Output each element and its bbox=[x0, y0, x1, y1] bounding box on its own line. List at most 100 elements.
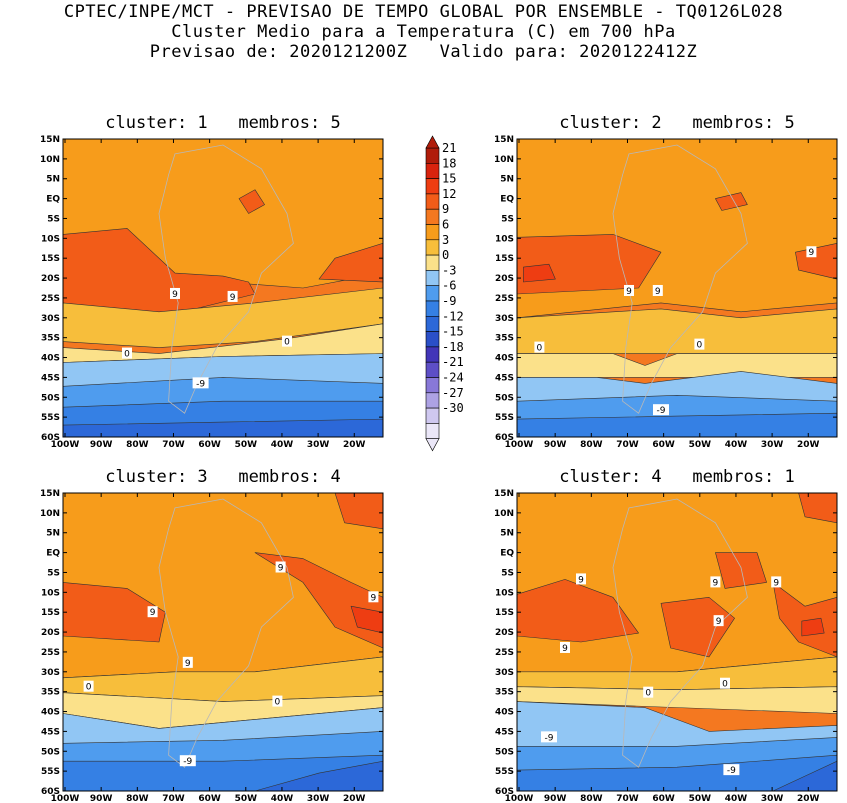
lon-label: 50W bbox=[689, 440, 712, 450]
lon-label: 60W bbox=[652, 794, 675, 803]
field-band bbox=[516, 353, 838, 378]
contour-label: 9 bbox=[626, 287, 632, 297]
panel-2-title: cluster: 2 membros: 5 bbox=[559, 113, 795, 133]
contour-label: 9 bbox=[773, 578, 779, 588]
lon-label: 30W bbox=[307, 440, 330, 450]
contour-label: 0 bbox=[275, 698, 281, 708]
colorbar-segment bbox=[425, 239, 440, 256]
contour-label: 0 bbox=[537, 344, 543, 354]
lat-label: 20S bbox=[41, 628, 60, 638]
map-frame bbox=[62, 492, 384, 792]
map-panel: 15N 10N 5N EQ 5S 10S 15S 20S 25S 30S 35S 40S 45S 50S 5… bbox=[494, 135, 838, 450]
lon-label: 90W bbox=[90, 440, 113, 450]
colorbar-label: -18 bbox=[442, 340, 464, 354]
contour-label-box bbox=[122, 347, 132, 359]
lat-label: 5N bbox=[500, 175, 514, 185]
contour-label-box bbox=[624, 284, 634, 296]
colorbar-label: 0 bbox=[442, 248, 449, 262]
colorbar-segment bbox=[425, 285, 440, 302]
colorbar-label: -9 bbox=[442, 294, 456, 308]
field-band bbox=[523, 263, 556, 283]
lat-label: 25S bbox=[41, 648, 60, 658]
lat-label: 5N bbox=[46, 529, 60, 539]
colorbar-label: 3 bbox=[442, 233, 449, 247]
lat-label: 15S bbox=[41, 254, 60, 264]
colorbar-segment bbox=[425, 224, 440, 241]
lat-label: 45S bbox=[495, 727, 514, 737]
lon-label: 30W bbox=[761, 794, 784, 803]
lat-label: 55S bbox=[495, 767, 514, 777]
contour-label-box bbox=[368, 591, 379, 603]
colorbar-segment bbox=[425, 423, 440, 439]
lat-label: 35S bbox=[41, 334, 60, 344]
lat-label: 45S bbox=[41, 373, 60, 383]
lon-label: 40W bbox=[271, 440, 294, 450]
lon-label: 20W bbox=[797, 440, 820, 450]
lat-label: 60S bbox=[495, 433, 514, 443]
lat-label: 20S bbox=[41, 274, 60, 284]
colorbar-segment bbox=[425, 331, 440, 348]
lat-label: 30S bbox=[495, 314, 514, 324]
colorbar-segment bbox=[425, 178, 440, 195]
lat-label: 15N bbox=[40, 135, 60, 145]
contour-label-box bbox=[182, 656, 193, 668]
lat-label: EQ bbox=[500, 549, 514, 559]
lat-label: 15N bbox=[494, 489, 514, 499]
contour-label-box bbox=[771, 576, 782, 588]
colorbar-segment bbox=[425, 193, 440, 210]
lat-label: 25S bbox=[495, 294, 514, 304]
lat-label: 5S bbox=[47, 568, 60, 578]
lon-label: 70W bbox=[162, 794, 185, 803]
lon-label: 100W bbox=[51, 440, 80, 450]
lat-label: 5N bbox=[500, 529, 514, 539]
contour-label: 9 bbox=[230, 293, 236, 303]
lat-label: 55S bbox=[41, 413, 60, 423]
lat-label: 5S bbox=[47, 214, 60, 224]
colorbar-segment bbox=[425, 377, 440, 394]
lon-label: 70W bbox=[162, 440, 185, 450]
panel-4-title: cluster: 4 membros: 1 bbox=[559, 467, 795, 487]
lat-label: 35S bbox=[41, 688, 60, 698]
lat-label: EQ bbox=[46, 549, 60, 559]
colorbar-segment bbox=[425, 315, 440, 332]
contour-label-box bbox=[653, 404, 669, 416]
lat-label: 60S bbox=[495, 787, 514, 797]
lat-label: 30S bbox=[41, 668, 60, 678]
lon-label: 30W bbox=[761, 440, 784, 450]
lat-label: 45S bbox=[41, 727, 60, 737]
lon-label: 40W bbox=[725, 440, 748, 450]
colorbar-label: 12 bbox=[442, 187, 456, 201]
lon-label: 40W bbox=[271, 794, 294, 803]
lat-label: 15S bbox=[495, 254, 514, 264]
colorbar-label: -6 bbox=[442, 279, 456, 293]
contour-label-box bbox=[560, 641, 570, 653]
lon-label: 40W bbox=[725, 794, 748, 803]
contour-label: 9 bbox=[185, 659, 191, 669]
lat-label: 20S bbox=[495, 274, 514, 284]
contour-label-box bbox=[170, 287, 180, 299]
contour-label-box bbox=[643, 686, 654, 698]
map-frame bbox=[516, 138, 838, 438]
contour-label: -9 bbox=[657, 406, 666, 416]
lon-label: 90W bbox=[544, 440, 567, 450]
contour-label: 9 bbox=[371, 593, 377, 603]
colorbar-segment bbox=[425, 270, 440, 286]
lat-label: 10S bbox=[41, 234, 60, 244]
lat-label: 15N bbox=[494, 135, 514, 145]
lat-label: 50S bbox=[41, 393, 60, 403]
lon-label: 20W bbox=[343, 440, 366, 450]
colorbar-segment bbox=[425, 407, 440, 424]
contour-label: 9 bbox=[172, 290, 178, 300]
lat-label: 10S bbox=[41, 588, 60, 598]
contour-label: -9 bbox=[545, 733, 554, 743]
lon-label: 80W bbox=[126, 440, 149, 450]
contour-label: 0 bbox=[284, 338, 290, 348]
map-frame bbox=[516, 492, 838, 792]
lon-label: 100W bbox=[505, 440, 534, 450]
lon-label: 20W bbox=[797, 794, 820, 803]
lon-label: 60W bbox=[652, 440, 675, 450]
lat-label: 50S bbox=[41, 747, 60, 757]
contour-label-box bbox=[710, 576, 721, 588]
contour-label: 9 bbox=[278, 564, 284, 574]
contour-label: -9 bbox=[196, 379, 205, 389]
